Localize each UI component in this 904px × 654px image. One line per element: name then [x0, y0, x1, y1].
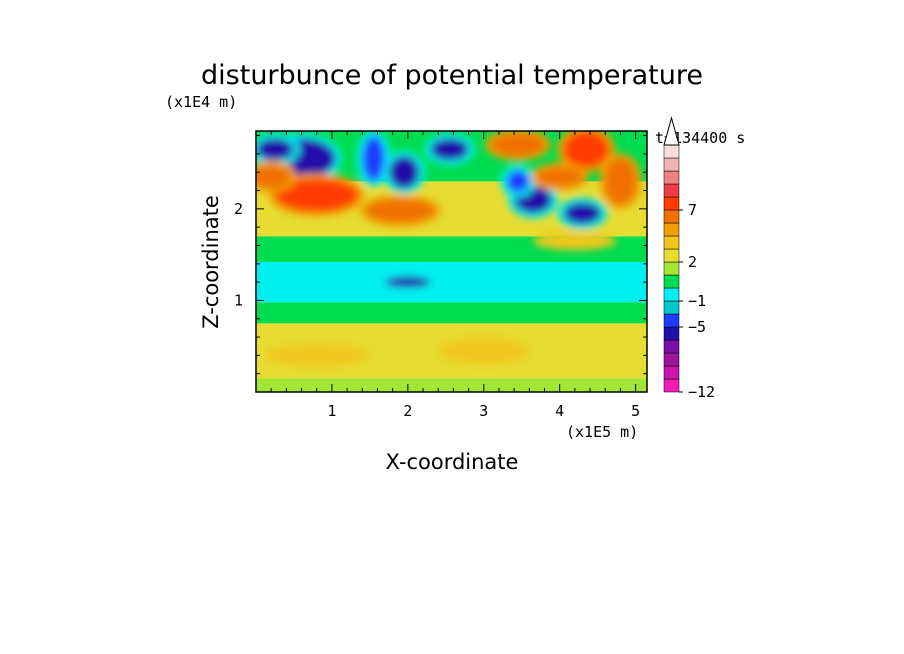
- colorbar-swatch: [663, 144, 680, 159]
- x-unit-label: (x1E5 m): [566, 423, 638, 441]
- colorbar-swatch: [663, 222, 680, 237]
- field-region: [256, 165, 291, 188]
- colorbar-swatch: [663, 235, 680, 250]
- colorbar-swatch: [663, 378, 680, 393]
- field-features: [256, 131, 642, 367]
- band-lower-green: [256, 302, 647, 324]
- field-region: [506, 170, 530, 193]
- y-axis-label: Z-coordinate: [199, 195, 223, 329]
- colorbar-tick-label: −1: [688, 292, 706, 310]
- y-axis: 12: [234, 135, 647, 375]
- colorbar: −12−5−127: [663, 116, 715, 401]
- field-region: [563, 202, 602, 225]
- x-tick-label: 3: [479, 402, 488, 420]
- y-tick-label: 2: [234, 200, 243, 218]
- colorbar-swatch: [663, 157, 680, 172]
- colorbar-swatch: [663, 326, 680, 341]
- colorbar-swatch: [663, 352, 680, 367]
- chart-title: disturbunce of potential temperature: [201, 60, 703, 91]
- colorbar-swatch: [663, 274, 680, 289]
- colorbar-tick-label: 7: [688, 201, 697, 219]
- field-region: [385, 276, 431, 288]
- colorbar-swatch: [663, 183, 680, 198]
- plot-frame: [255, 130, 648, 393]
- field-region: [491, 133, 545, 156]
- field-region: [605, 158, 636, 205]
- y-unit-label: (x1E4 m): [165, 93, 237, 111]
- field-region: [366, 199, 435, 222]
- y-tick-label: 1: [234, 291, 243, 309]
- colorbar-swatch: [663, 287, 680, 302]
- colorbar-swatch: [663, 313, 680, 328]
- colorbar-swatch: [663, 248, 680, 263]
- x-axis: 1 2 3 4 5: [270, 131, 640, 420]
- x-tick-label: 5: [631, 402, 640, 420]
- colorbar-swatch: [663, 300, 680, 315]
- x-tick-label: 1: [327, 402, 336, 420]
- field-region: [362, 135, 386, 182]
- plot-area: [256, 131, 647, 392]
- field-region: [256, 138, 294, 161]
- colorbar-swatch: [663, 196, 680, 211]
- band-surface: [256, 378, 647, 392]
- colorbar-tick-label: −5: [688, 318, 706, 336]
- colorbar-tick-label: −12: [688, 383, 715, 401]
- colorbar-extend-arrow: [663, 116, 680, 146]
- colorbar-swatch: [663, 261, 680, 276]
- colorbar-swatch: [663, 209, 680, 224]
- field-region: [388, 155, 420, 189]
- colorbar-tick-label: 2: [688, 253, 697, 271]
- colorbar-swatch: [663, 365, 680, 380]
- field-region: [274, 178, 359, 212]
- field-region: [563, 131, 610, 168]
- field-region: [438, 337, 530, 365]
- colorbar-swatch: [663, 170, 680, 185]
- x-tick-label: 2: [403, 402, 412, 420]
- band-cyan: [256, 261, 647, 303]
- field-region: [536, 167, 583, 186]
- x-tick-label: 4: [555, 402, 564, 420]
- colorbar-swatch: [663, 339, 680, 354]
- x-axis-label: X-coordinate: [386, 450, 519, 474]
- field-region: [263, 344, 370, 367]
- field-region: [533, 231, 617, 251]
- field-region: [430, 138, 469, 161]
